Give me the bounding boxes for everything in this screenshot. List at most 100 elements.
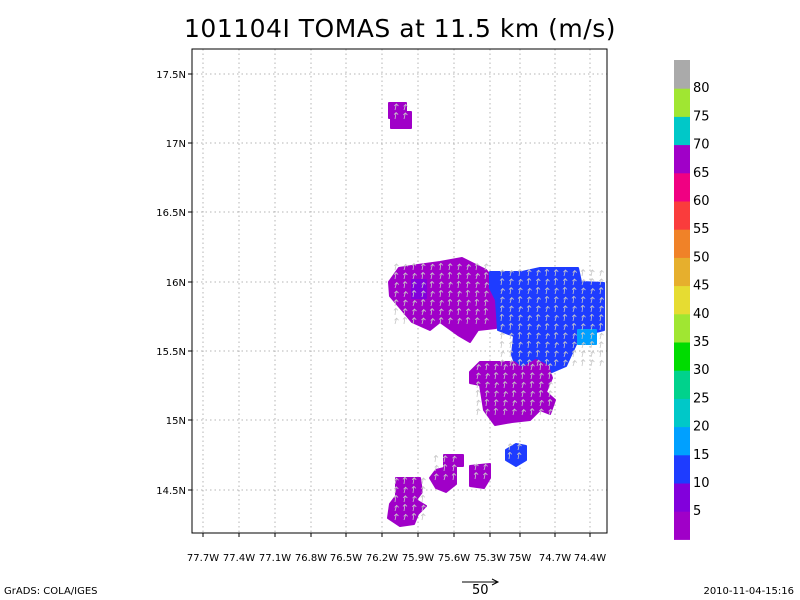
- wind-vector: [536, 287, 539, 295]
- wind-vector: [521, 399, 524, 407]
- wind-vector-head: [500, 359, 505, 363]
- wind-vector: [500, 351, 504, 358]
- wind-vector-head: [430, 317, 436, 321]
- wind-vector-head: [457, 263, 462, 267]
- wind-vector-head: [580, 268, 586, 272]
- wind-vector: [554, 342, 558, 349]
- wind-vector: [554, 323, 557, 331]
- wind-vector-head: [403, 112, 408, 116]
- wind-vector: [403, 317, 406, 325]
- wind-vector: [572, 323, 575, 331]
- wind-vector-head: [403, 486, 408, 490]
- wind-vector-head: [485, 372, 491, 376]
- wind-vector-head: [447, 298, 453, 302]
- wind-vector-head: [402, 316, 408, 320]
- wind-vector-head: [485, 408, 490, 412]
- wind-vector-head: [581, 323, 586, 327]
- wind-vector: [581, 296, 584, 304]
- wind-vector: [563, 287, 566, 295]
- wind-vector: [394, 112, 397, 120]
- wind-vector-head: [544, 295, 550, 299]
- wind-vector: [581, 323, 584, 331]
- wind-vector: [430, 264, 433, 271]
- wind-vector-head: [494, 363, 499, 367]
- wind-vector-head: [548, 390, 553, 394]
- wind-vector-head: [503, 363, 508, 367]
- wind-vector-head: [527, 287, 532, 291]
- wind-vector-head: [572, 341, 577, 345]
- colorbar: 5 10 15 20 25 30 35 40 45 50 55 60 65 70 75 80: [674, 60, 710, 540]
- wind-vector-head: [412, 308, 417, 312]
- wind-vector: [599, 360, 603, 367]
- wind-vector-head: [503, 399, 508, 403]
- wind-vector-head: [509, 296, 515, 300]
- wind-vector: [439, 317, 442, 325]
- wind-vector-head: [483, 271, 489, 275]
- wind-vector-head: [484, 281, 490, 285]
- wind-vector-head: [562, 278, 568, 281]
- wind-vector: [448, 299, 451, 307]
- wind-vector-head: [512, 372, 517, 376]
- wind-vector-head: [599, 341, 604, 345]
- wind-vector: [485, 390, 488, 398]
- wind-vector-head: [421, 281, 426, 285]
- wind-vector-head: [484, 398, 490, 402]
- colorbar-label: 15: [693, 448, 710, 463]
- colorbar-label: 30: [693, 363, 710, 378]
- wind-vector: [590, 332, 593, 340]
- wind-vector: [521, 372, 524, 380]
- wind-vector: [512, 363, 515, 371]
- wind-vector-head: [476, 372, 481, 376]
- wind-vector: [430, 308, 433, 316]
- colorbar-swatch: [674, 285, 690, 315]
- wind-vector: [536, 324, 540, 331]
- lat-tick-label: 17.5N: [156, 70, 186, 81]
- wind-vector: [539, 381, 542, 389]
- wind-vector: [476, 364, 480, 371]
- wind-vector: [434, 473, 437, 481]
- wind-speed-region: [429, 454, 464, 493]
- wind-vector: [503, 381, 506, 389]
- wind-vector-head: [572, 332, 577, 336]
- lon-tick-label: 75W: [509, 553, 532, 564]
- wind-vector: [500, 341, 503, 349]
- wind-vector: [581, 269, 584, 277]
- wind-vector-head: [434, 473, 439, 477]
- wind-vector: [484, 318, 487, 325]
- wind-vector: [590, 278, 593, 286]
- wind-vector: [512, 381, 515, 389]
- wind-vector-head: [548, 408, 553, 412]
- wind-vector: [563, 359, 566, 367]
- wind-vector: [590, 351, 594, 358]
- wind-speed-region: [489, 267, 605, 373]
- colorbar-swatch: [674, 88, 690, 117]
- wind-vector: [394, 272, 397, 280]
- wind-vector: [563, 297, 566, 304]
- wind-vector-head: [590, 332, 595, 336]
- wind-vector: [439, 273, 442, 280]
- lat-tick-label: 16.5N: [156, 208, 186, 219]
- wind-vector: [517, 443, 520, 451]
- wind-vector: [500, 359, 503, 367]
- wind-vector: [554, 278, 557, 286]
- wind-vector-head: [526, 332, 532, 335]
- wind-vector: [466, 317, 469, 325]
- wind-vector: [430, 281, 433, 289]
- wind-vector: [457, 291, 460, 298]
- wind-vector-head: [394, 263, 399, 267]
- colorbar-swatch: [674, 398, 690, 428]
- wind-vector-head: [518, 341, 523, 345]
- wind-vector-head: [517, 295, 523, 299]
- wind-vector-head: [599, 296, 605, 300]
- wind-vector: [554, 359, 557, 367]
- wind-vector-head: [589, 305, 595, 308]
- wind-vector-head: [484, 390, 490, 393]
- wind-vector-head: [554, 296, 559, 300]
- wind-vector-head: [509, 332, 514, 336]
- wind-vector-head: [530, 399, 535, 403]
- wind-vector-head: [476, 408, 481, 412]
- wind-speed-field: [387, 102, 605, 527]
- wind-vector: [503, 399, 506, 407]
- wind-vector-head: [589, 313, 595, 317]
- wind-vector-head: [553, 331, 559, 335]
